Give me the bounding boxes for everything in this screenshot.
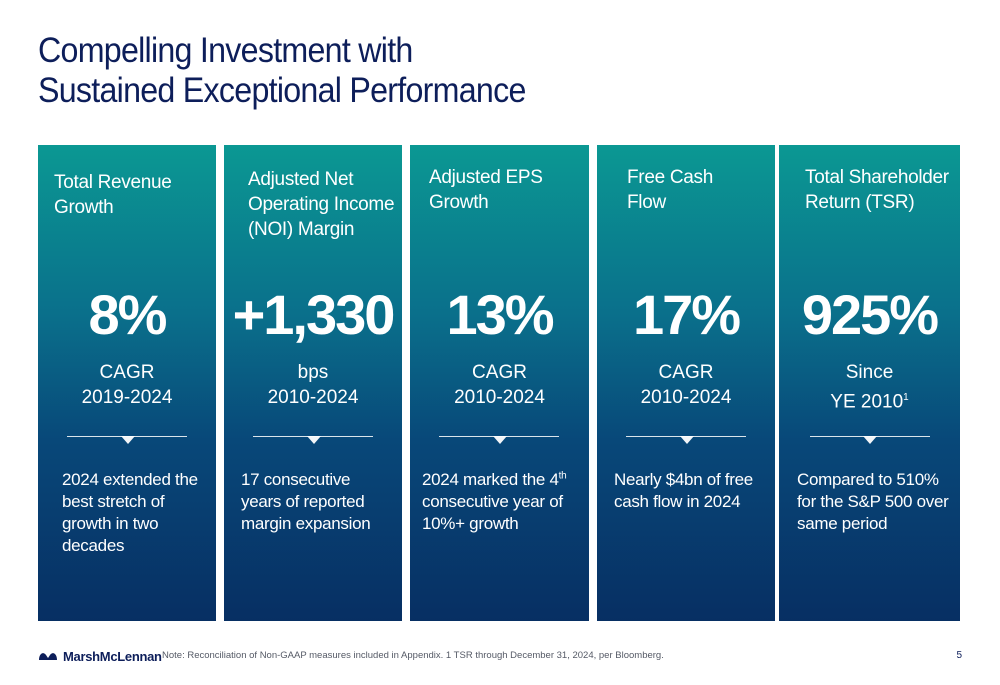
metric-unit: bps 2010-2024 [224,360,402,410]
description-text-continued: consecutive year of 10%+ growth [422,492,563,533]
metric-card-eps-growth: Adjusted EPS Growth 13% CAGR 2010-2024 2… [410,145,589,621]
caret-down-icon [680,436,694,444]
metric-period: 2010-2024 [267,387,359,408]
footnote: Note: Reconciliation of Non-GAAP measure… [162,650,664,661]
metric-unit: Since YE 20101 [779,360,960,414]
metric-card-revenue-growth: Total Revenue Growth 8% CAGR 2019-2024 2… [38,145,216,621]
metric-card-tsr: Total Shareholder Return (TSR) 925% Sinc… [779,145,960,621]
metric-value: +1,330 [232,283,396,346]
metric-value: 8% [88,283,168,346]
footnote-marker: 1 [903,392,909,403]
card-title: Adjusted Net Operating Income (NOI) Marg… [248,169,395,240]
metric-unit-label: Since [845,362,894,383]
logo-mark-icon [39,653,57,660]
metric-description: 2024 marked the 4th consecutive year of … [422,469,582,535]
caret-down-icon [121,436,135,444]
caret-down-icon [863,436,877,444]
logo-text: MarshMcLennan [63,648,162,664]
ordinal-superscript: th [558,470,567,482]
company-logo: MarshMcLennan [38,648,162,664]
metric-card-free-cash-flow: Free Cash Flow 17% CAGR 2010-2024 Nearly… [597,145,775,621]
metric-unit: CAGR 2019-2024 [38,360,216,410]
metric-description: Compared to 510% for the S&P 500 over sa… [797,470,949,533]
description-text: 2024 marked the 4 [422,470,559,489]
metric-period: 2010-2024 [640,387,732,408]
caret-down-icon [493,436,507,444]
metric-unit: CAGR 2010-2024 [410,360,589,410]
card-title: Adjusted EPS Growth [429,167,543,213]
metric-period: YE 20101 [779,385,960,414]
metric-value: 925% [801,283,939,346]
metric-description: 17 consecutive years of reported margin … [241,470,371,533]
card-title: Total Shareholder Return (TSR) [805,167,949,213]
page-title-line-1: Compelling Investment with [38,31,413,70]
caret-down-icon [307,436,321,444]
metric-period: 2010-2024 [454,387,545,408]
page-title: Compelling Investment with Sustained Exc… [38,31,526,111]
card-title: Total Revenue Growth [54,172,172,218]
metric-description: Nearly $4bn of free cash flow in 2024 [614,470,753,511]
metric-value: 13% [446,283,554,346]
metric-period-text: YE 2010 [830,391,904,413]
metric-card-noi-margin: Adjusted Net Operating Income (NOI) Marg… [224,145,402,621]
metric-description: 2024 extended the best stretch of growth… [62,470,198,555]
page-title-line-2: Sustained Exceptional Performance [38,71,526,110]
page-number: 5 [956,650,962,661]
metric-unit-label: bps [297,362,329,383]
metric-unit-label: CAGR [472,362,527,383]
metric-value: 17% [632,283,741,346]
card-title: Free Cash Flow [627,167,714,213]
metric-unit-label: CAGR [99,362,155,383]
metric-period: 2019-2024 [81,387,173,408]
metric-unit-label: CAGR [658,362,714,383]
metric-unit: CAGR 2010-2024 [597,360,775,410]
